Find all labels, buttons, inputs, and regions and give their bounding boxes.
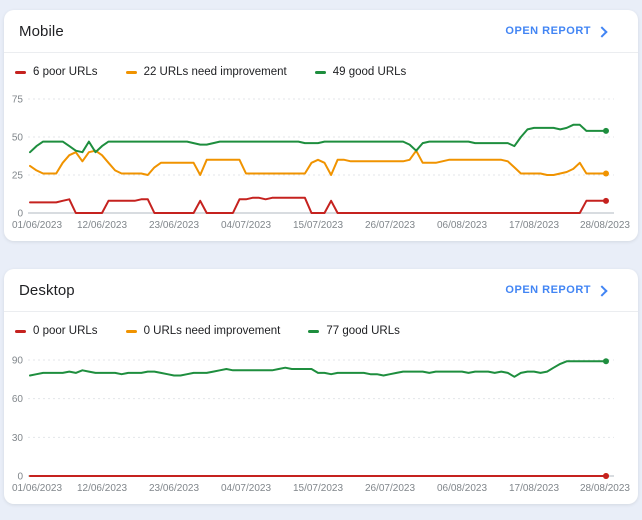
card-mobile: Mobile OPEN REPORT 6 poor URLs 22 URLs n… bbox=[4, 10, 638, 241]
legend-dash-icon bbox=[314, 70, 326, 74]
svg-text:25: 25 bbox=[12, 171, 24, 182]
cwv-trend-chart-mobile[interactable]: 0 25 50 75 01/06/2023 12/06/2023 23/06/2023 04/… bbox=[4, 89, 638, 241]
card-header: Desktop OPEN REPORT bbox=[4, 269, 638, 312]
legend-label: 77 good URLs bbox=[326, 325, 400, 337]
card-desktop: Desktop OPEN REPORT 0 poor URLs 0 URLs n… bbox=[4, 269, 638, 504]
svg-text:06/08/2023: 06/08/2023 bbox=[437, 483, 487, 494]
svg-text:75: 75 bbox=[12, 95, 24, 106]
legend-dash-icon bbox=[125, 70, 137, 74]
svg-text:0: 0 bbox=[17, 472, 23, 483]
legend-label: 6 poor URLs bbox=[33, 66, 98, 78]
svg-text:17/08/2023: 17/08/2023 bbox=[509, 220, 559, 231]
svg-text:17/08/2023: 17/08/2023 bbox=[509, 483, 559, 494]
legend-item-good: 49 good URLs bbox=[314, 66, 407, 78]
svg-text:23/06/2023: 23/06/2023 bbox=[149, 483, 199, 494]
svg-text:0: 0 bbox=[17, 209, 23, 220]
legend-item-good: 77 good URLs bbox=[308, 325, 400, 337]
open-report-link[interactable]: OPEN REPORT bbox=[505, 25, 608, 38]
legend-label: 0 poor URLs bbox=[33, 325, 98, 337]
legend-dash-icon bbox=[308, 329, 320, 333]
legend-dash-icon bbox=[125, 329, 137, 333]
legend-label: 22 URLs need improvement bbox=[143, 66, 287, 78]
svg-text:01/06/2023: 01/06/2023 bbox=[12, 483, 62, 494]
open-report-link[interactable]: OPEN REPORT bbox=[505, 284, 608, 297]
legend-item-poor: 6 poor URLs bbox=[15, 66, 98, 78]
card-title: Desktop bbox=[19, 281, 75, 299]
chart-legend: 6 poor URLs 22 URLs need improvement 49 … bbox=[11, 65, 638, 79]
legend-label: 49 good URLs bbox=[332, 66, 407, 78]
chevron-right-icon bbox=[596, 284, 608, 297]
svg-text:15/07/2023: 15/07/2023 bbox=[293, 220, 343, 231]
chevron-right-icon bbox=[596, 25, 608, 38]
cwv-trend-chart-desktop[interactable]: 0 30 60 90 01/06/2023 12/06/2023 23/06/2023 04/… bbox=[4, 350, 638, 504]
svg-text:01/06/2023: 01/06/2023 bbox=[12, 220, 62, 231]
card-header: Mobile OPEN REPORT bbox=[4, 10, 638, 53]
svg-text:04/07/2023: 04/07/2023 bbox=[221, 483, 271, 494]
legend-label: 0 URLs need improvement bbox=[143, 325, 281, 337]
legend-dash-icon bbox=[15, 70, 26, 74]
svg-text:23/06/2023: 23/06/2023 bbox=[149, 220, 199, 231]
svg-text:28/08/2023: 28/08/2023 bbox=[580, 483, 630, 494]
legend-item-needs-improvement: 0 URLs need improvement bbox=[125, 325, 281, 337]
svg-text:26/07/2023: 26/07/2023 bbox=[365, 220, 415, 231]
svg-text:15/07/2023: 15/07/2023 bbox=[293, 483, 343, 494]
svg-text:30: 30 bbox=[12, 433, 24, 444]
legend-dash-icon bbox=[15, 329, 26, 333]
svg-text:90: 90 bbox=[12, 356, 24, 367]
svg-text:04/07/2023: 04/07/2023 bbox=[221, 220, 271, 231]
svg-text:06/08/2023: 06/08/2023 bbox=[437, 220, 487, 231]
legend-item-needs-improvement: 22 URLs need improvement bbox=[125, 66, 287, 78]
svg-text:60: 60 bbox=[12, 394, 24, 405]
open-report-label: OPEN REPORT bbox=[505, 284, 591, 296]
open-report-label: OPEN REPORT bbox=[505, 25, 591, 37]
svg-text:28/08/2023: 28/08/2023 bbox=[580, 220, 630, 231]
svg-text:50: 50 bbox=[12, 133, 24, 144]
svg-text:12/06/2023: 12/06/2023 bbox=[77, 220, 127, 231]
svg-text:26/07/2023: 26/07/2023 bbox=[365, 483, 415, 494]
svg-text:12/06/2023: 12/06/2023 bbox=[77, 483, 127, 494]
chart-legend: 0 poor URLs 0 URLs need improvement 77 g… bbox=[11, 324, 638, 338]
card-title: Mobile bbox=[19, 22, 64, 40]
legend-item-poor: 0 poor URLs bbox=[15, 325, 98, 337]
